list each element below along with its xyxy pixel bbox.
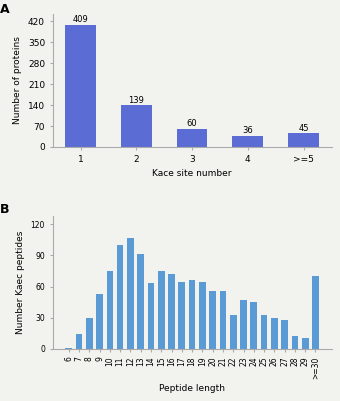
Bar — [158, 271, 165, 349]
Bar — [261, 315, 268, 349]
Text: 45: 45 — [298, 124, 309, 133]
Bar — [240, 300, 247, 349]
Bar — [251, 302, 257, 349]
Bar — [209, 291, 216, 349]
Bar — [288, 134, 319, 147]
Bar — [65, 25, 96, 147]
Bar — [189, 280, 196, 349]
Text: 139: 139 — [129, 95, 144, 105]
Bar — [137, 254, 144, 349]
Bar — [220, 291, 226, 349]
Text: A: A — [0, 3, 10, 16]
Bar — [177, 129, 207, 147]
Bar — [127, 238, 134, 349]
Bar — [199, 282, 206, 349]
Bar — [302, 338, 308, 349]
Text: 409: 409 — [73, 15, 88, 24]
X-axis label: Peptide length: Peptide length — [159, 385, 225, 393]
Bar — [96, 294, 103, 349]
Bar — [106, 271, 113, 349]
Y-axis label: Number of proteins: Number of proteins — [13, 36, 22, 124]
Bar — [178, 282, 185, 349]
Text: 60: 60 — [187, 119, 198, 128]
Bar — [76, 334, 82, 349]
Bar — [148, 284, 154, 349]
Bar — [230, 315, 237, 349]
Bar — [117, 245, 123, 349]
Bar — [233, 136, 263, 147]
Text: B: B — [0, 203, 9, 216]
Text: 36: 36 — [242, 126, 253, 135]
Bar — [271, 318, 278, 349]
Bar — [168, 274, 175, 349]
X-axis label: Kace site number: Kace site number — [152, 169, 232, 178]
Bar — [86, 318, 92, 349]
Bar — [65, 348, 72, 349]
Bar — [121, 105, 152, 147]
Bar — [312, 276, 319, 349]
Bar — [281, 320, 288, 349]
Y-axis label: Number Kaec peptides: Number Kaec peptides — [16, 231, 25, 334]
Bar — [292, 336, 298, 349]
